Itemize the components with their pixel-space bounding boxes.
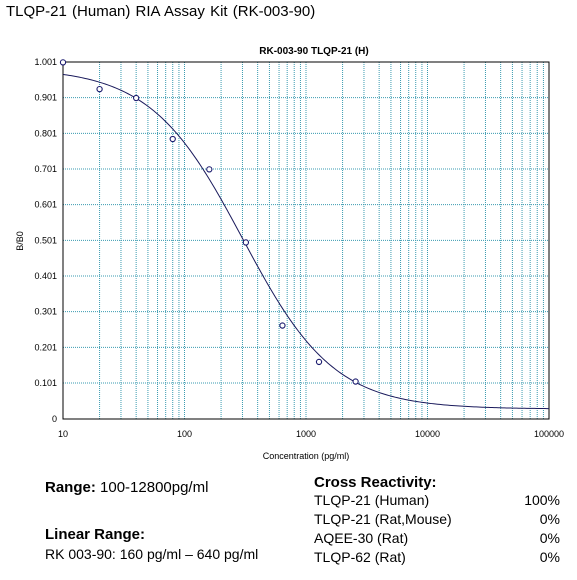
kit-title: TLQP-21 (Human) RIA Assay Kit (RK-003-90… — [6, 3, 316, 20]
cross-reactivity-value: 0% — [539, 549, 560, 565]
y-axis-label: B/B0 — [15, 231, 25, 251]
x-tick-labels: 10 100 1000 10000 100000 — [58, 429, 564, 439]
x-tick-label: 100000 — [534, 429, 564, 439]
linear-range-value: RK 003-90: 160 pg/ml – 640 pg/ml — [45, 546, 259, 562]
y-tick-label: 0.601 — [34, 200, 57, 210]
data-point — [96, 85, 103, 93]
data-point — [242, 239, 250, 246]
range-label: Range: — [45, 479, 96, 496]
data-point — [206, 166, 213, 173]
standard-curve-chart: 10 100 1000 10000 100000 0 0.101 0.201 0.301 0.4… — [15, 46, 564, 461]
y-tick-label: 1.001 — [34, 57, 57, 67]
chart-title: RK-003-90 TLQP-21 (H) — [259, 46, 368, 57]
x-tick-label: 10 — [58, 429, 68, 439]
y-tick-label: 0.201 — [34, 342, 57, 352]
data-point — [59, 59, 67, 66]
cross-reactivity-title: Cross Reactivity: — [314, 474, 437, 491]
x-tick-label: 10000 — [415, 429, 440, 439]
cross-reactivity-value: 0% — [539, 511, 560, 527]
y-tick-label: 0.701 — [34, 164, 57, 174]
fit-curve — [62, 73, 550, 410]
y-tick-labels: 0 0.101 0.201 0.301 0.401 0.501 0.601 0.701 0.80… — [34, 57, 57, 424]
y-tick-label: 0 — [52, 414, 57, 424]
range-value: 100-12800pg/ml — [100, 479, 209, 496]
cross-reactivity-name: TLQP-62 (Rat) — [314, 549, 406, 565]
linear-range-title: Linear Range: — [45, 526, 146, 543]
cross-reactivity-name: TLQP-21 (Human) — [314, 492, 430, 508]
y-tick-label: 0.401 — [34, 271, 57, 281]
x-tick-label: 100 — [177, 429, 192, 439]
y-tick-label: 0.501 — [34, 235, 57, 245]
grid-lines — [63, 62, 549, 419]
data-point — [315, 358, 323, 366]
data-point — [169, 135, 176, 143]
y-tick-label: 0.801 — [34, 128, 57, 138]
cross-reactivity-row: AQEE-30 (Rat) 0% — [314, 530, 562, 549]
data-point — [133, 94, 140, 102]
y-tick-label: 0.901 — [34, 93, 57, 103]
x-tick-label: 1000 — [296, 429, 316, 439]
cross-reactivity-row: TLQP-62 (Rat) 0% — [314, 549, 562, 568]
cross-reactivity-name: AQEE-30 (Rat) — [314, 530, 409, 546]
cross-reactivity-value: 100% — [524, 492, 560, 508]
x-axis-label: Concentration (pg/ml) — [263, 451, 350, 461]
data-point — [352, 378, 359, 385]
plot-frame — [62, 61, 550, 420]
data-point — [279, 322, 286, 329]
cross-reactivity-row: TLQP-21 (Rat,Mouse) 0% — [314, 511, 562, 530]
y-tick-label: 0.301 — [34, 307, 57, 317]
cross-reactivity-row: TLQP-21 (Human) 100% — [314, 492, 562, 511]
cross-reactivity-value: 0% — [539, 530, 560, 546]
y-tick-label: 0.101 — [34, 378, 57, 388]
cross-reactivity-name: TLQP-21 (Rat,Mouse) — [314, 511, 452, 527]
range-info: Range: 100-12800pg/ml — [45, 479, 208, 496]
data-points — [59, 59, 359, 385]
